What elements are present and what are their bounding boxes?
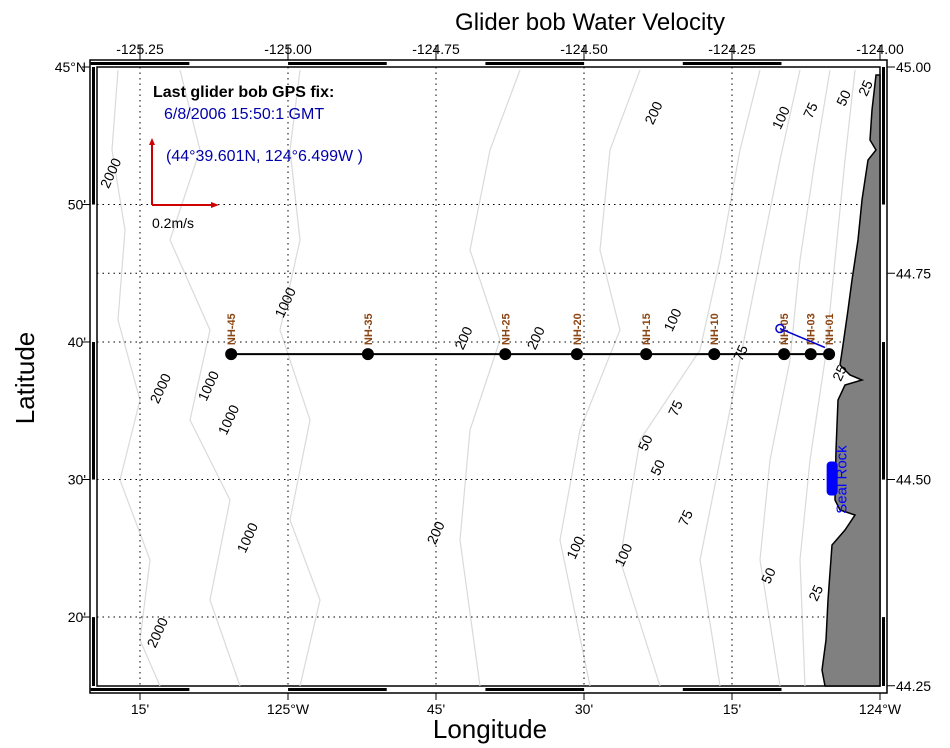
frame-bar: [288, 62, 387, 65]
station-marker: [225, 348, 238, 361]
glider-position-icon: [775, 323, 785, 334]
right-tick-label: 44.50: [896, 472, 931, 488]
contour-label: 25: [855, 77, 876, 98]
right-tick-label: 45.00: [896, 59, 931, 75]
bottom-tick-label: 45': [427, 701, 445, 717]
station-label: NH-25: [500, 313, 512, 345]
contour-label: 50: [647, 457, 668, 478]
gps-fix-time: 6/8/2006 15:50:1 GMT: [164, 106, 324, 123]
station-line: NH-45 NH-35 NH-25 NH-20 NH-15 NH-10 NH-05 NH-03…: [225, 313, 836, 361]
velocity-scale-arrows: [149, 138, 219, 208]
station-marker: [570, 348, 583, 361]
left-tick-label: 45°N: [55, 59, 86, 75]
glider-track-line: [779, 327, 826, 349]
seal-rock-label: Seal Rock: [834, 445, 851, 514]
station-label: NH-10: [709, 313, 721, 345]
left-tick-label: 50': [68, 197, 86, 213]
contour-label: 50: [758, 565, 779, 586]
bottom-tick-label: 15': [131, 701, 149, 717]
contour-label: 25: [805, 582, 826, 603]
contour-label: 75: [730, 342, 751, 363]
station-label: NH-15: [641, 313, 653, 345]
bottom-tick-label: 15': [723, 701, 741, 717]
contour-label: 75: [800, 100, 821, 121]
seal-rock-glider-cluster: [826, 461, 838, 496]
station-marker: [361, 348, 374, 361]
frame-bar: [682, 688, 782, 691]
velocity-scale-label: 0.2m/s: [152, 215, 194, 231]
axis-ticks: -125.25 -125.00 -124.75 -124.50 -124.25 -124.…: [55, 41, 932, 717]
map-frame-inner: [96, 66, 881, 687]
contour-label: 75: [665, 397, 686, 418]
station-label: NH-20: [572, 313, 584, 345]
y-axis-label: Latitude: [10, 332, 40, 425]
station-marker: [708, 348, 721, 361]
contour-label: 75: [675, 507, 696, 528]
left-tick-label: 30': [68, 472, 86, 488]
frame-bar: [288, 688, 387, 691]
station-marker: [499, 348, 512, 361]
station-label: NH-35: [363, 313, 375, 345]
station-marker: [640, 348, 653, 361]
bottom-tick-label: 125°W: [267, 701, 310, 717]
top-tick-label: -124.00: [856, 41, 904, 57]
frame-bar: [882, 617, 885, 686]
station-marker: [804, 348, 817, 361]
top-tick-label: -124.50: [560, 41, 608, 57]
map-title: Glider bob Water Velocity: [455, 9, 725, 36]
left-tick-label: 20': [68, 609, 86, 625]
station-marker: [778, 348, 791, 361]
frame-bar: [92, 617, 95, 686]
top-tick-label: -125.00: [264, 41, 312, 57]
map-frame-outer: [89, 59, 888, 694]
top-tick-label: -124.25: [708, 41, 756, 57]
right-tick-label: 44.75: [896, 265, 931, 281]
station-label: NH-03: [806, 313, 818, 345]
bottom-tick-label: 124°W: [859, 701, 902, 717]
right-tick-label: 44.25: [896, 678, 931, 694]
bathymetry-contours: [111, 69, 856, 687]
frame-bar: [682, 62, 782, 65]
glider-track: [775, 323, 826, 349]
top-tick-label: -124.75: [412, 41, 460, 57]
frame-bar: [92, 342, 95, 480]
station-label: NH-45: [226, 313, 238, 345]
frame-bar: [882, 342, 885, 480]
seal-rock-marker: Seal Rock: [826, 445, 851, 514]
frame-bar: [485, 62, 585, 65]
top-tick-label: -125.25: [116, 41, 164, 57]
contour-label: 25: [829, 362, 850, 383]
left-tick-label: 40': [68, 334, 86, 350]
graticule-grid: [97, 67, 880, 686]
frame-bar: [485, 688, 585, 691]
station-label: NH-01: [824, 313, 836, 345]
contour-label: 50: [833, 87, 854, 108]
x-axis-label: Longitude: [433, 714, 547, 744]
frame-scale-bars: [90, 62, 885, 691]
gps-fix-position: (44°39.601N, 124°6.499W ): [166, 148, 363, 165]
station-label: NH-05: [779, 313, 791, 345]
gps-fix-heading: Last glider bob GPS fix:: [153, 84, 334, 101]
frame-bar: [882, 67, 885, 205]
contour-label: 50: [635, 432, 656, 453]
station-marker: [823, 348, 836, 361]
frame-bar: [92, 67, 95, 205]
bottom-tick-label: 30': [575, 701, 593, 717]
frame-bar: [90, 62, 190, 65]
frame-bar: [90, 688, 190, 691]
land-coast: [821, 74, 881, 687]
